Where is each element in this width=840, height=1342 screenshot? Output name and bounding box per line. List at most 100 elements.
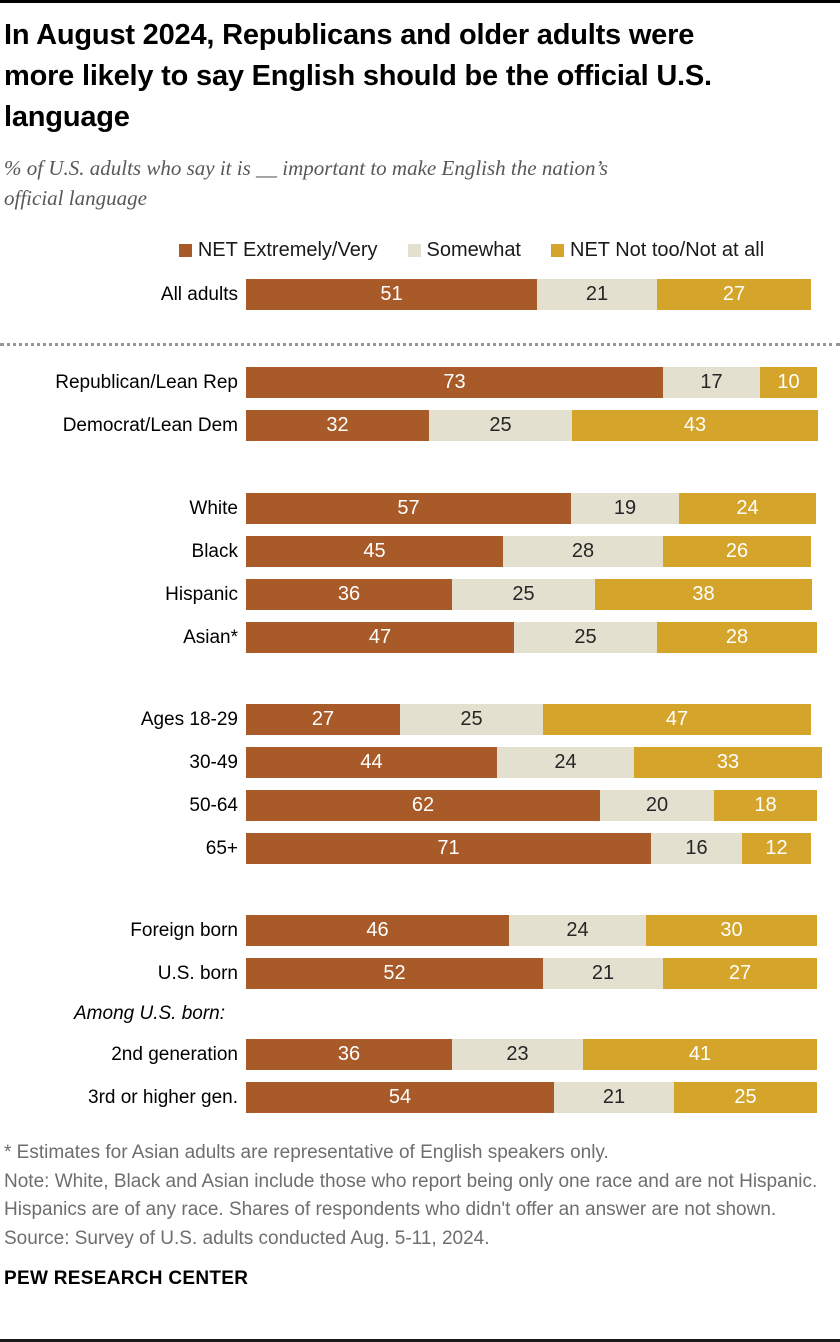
bar-group: All adults 51 21 27 [4,279,834,311]
legend-swatch-somewhat-icon [407,244,421,258]
bar-segment-not-too: 30 [646,915,817,947]
bar-value: 18 [754,794,777,817]
bar-value: 21 [591,962,615,985]
row-label: 3rd or higher gen. [88,1086,238,1108]
bar-segment-not-too: 18 [714,790,817,822]
bar-value: 46 [366,919,389,942]
bar-segment-extremely-very: 73 [246,367,663,399]
bar-value: 43 [683,414,707,437]
bar-value: 25 [512,583,535,606]
legend-label: NET Not too/Not at all [570,239,765,262]
bar-segment-not-too: 27 [657,279,811,311]
bar-row: Black 45 28 26 [4,536,834,568]
bar-value: 51 [380,283,403,306]
bar-row: 3rd or higher gen. 54 21 25 [4,1082,834,1114]
bar-track: 46 24 30 [246,915,817,947]
bar-row: All adults 51 21 27 [4,279,834,311]
bar-segment-extremely-very: 71 [246,833,651,865]
bar-segment-somewhat: 24 [509,915,646,947]
row-label: Foreign born [130,919,238,941]
bar-segment-somewhat: 17 [663,367,760,399]
bar-segment-not-too: 33 [634,747,822,779]
title-line-3: language [4,101,130,134]
bar-segment-somewhat: 21 [554,1082,674,1114]
bar-segment-somewhat: 20 [600,790,714,822]
bar-track: 45 28 26 [246,536,811,568]
legend-label: NET Extremely/Very [197,239,378,262]
bar-segment-somewhat: 25 [429,410,572,442]
bar-row: U.S. born 52 21 27 [4,958,834,990]
row-label: 50-64 [189,794,238,816]
group-heading: Among U.S. born: [74,1003,226,1025]
bar-row: Asian* 47 25 28 [4,622,834,654]
bar-segment-not-too: 28 [657,622,817,654]
bar-row: Republican/Lean Rep 73 17 10 [4,367,834,399]
bar-value: 30 [720,919,743,942]
legend-item-not-too: NET Not too/Not at all [551,239,764,262]
bar-segment-somewhat: 21 [543,958,663,990]
bar-value: 25 [460,708,483,731]
bar-value: 25 [489,414,512,437]
row-label: Black [191,540,238,562]
bar-track: 32 25 43 [246,410,818,442]
bar-segment-extremely-very: 51 [246,279,537,311]
bar-track: 71 16 12 [246,833,811,865]
bar-segment-not-too: 10 [760,367,817,399]
bar-value: 27 [728,962,752,985]
bar-segment-extremely-very: 47 [246,622,514,654]
bar-value: 25 [734,1086,757,1109]
bar-row: 50-64 62 20 18 [4,790,834,822]
bar-row: 2nd generation 36 23 41 [4,1039,834,1071]
chart-notes: * Estimates for Asian adults are represe… [4,1139,834,1253]
bar-group: Foreign born 46 24 30 U.S. born 52 21 27 [4,915,834,990]
bar-track: 47 25 28 [246,622,817,654]
bar-value: 23 [506,1043,529,1066]
bar-track: 51 21 27 [246,279,811,311]
bar-value: 10 [777,371,800,394]
legend-item-somewhat: Somewhat [407,239,521,262]
footnote-source: Source: Survey of U.S. adults conducted … [4,1227,490,1249]
footnote-asterisk: * Estimates for Asian adults are represe… [4,1142,609,1164]
bar-row: 30-49 44 24 33 [4,747,834,779]
bar-value: 16 [685,837,708,860]
section-divider [0,343,840,347]
bar-value: 21 [602,1086,626,1109]
bar-segment-somewhat: 19 [571,493,679,525]
bar-row: 65+ 71 16 12 [4,833,834,865]
bar-segment-somewhat: 25 [514,622,657,654]
bar-value: 24 [554,751,577,774]
bar-segment-somewhat: 23 [452,1039,583,1071]
bar-value: 19 [613,497,637,520]
bar-value: 36 [337,583,361,606]
legend-item-extremely-very: NET Extremely/Very [178,239,378,262]
bar-value: 71 [437,837,460,860]
bar-track: 54 21 25 [246,1082,817,1114]
bar-segment-somewhat: 28 [503,536,663,568]
row-label: 30-49 [189,751,238,773]
bar-group: White 57 19 24 Black 45 28 26 Hispanic 36 25 38 Asia… [4,493,834,654]
bar-value: 27 [311,708,335,731]
bar-value: 28 [571,540,595,563]
row-label: All adults [160,283,238,305]
bar-track: 57 19 24 [246,493,816,525]
bar-segment-not-too: 27 [663,958,817,990]
bar-value: 54 [388,1086,412,1109]
bar-value: 62 [411,794,435,817]
bar-row: Hispanic 36 25 38 [4,579,834,611]
bar-track: 73 17 10 [246,367,817,399]
bar-value: 44 [360,751,383,774]
bar-segment-extremely-very: 36 [246,1039,452,1071]
bar-segment-somewhat: 25 [400,704,543,736]
bar-value: 24 [566,919,589,942]
bar-value: 36 [337,1043,361,1066]
bar-segment-extremely-very: 62 [246,790,600,822]
brand-pew-research-center: PEW RESEARCH CENTER [4,1268,249,1290]
bar-track: 36 25 38 [246,579,812,611]
bar-segment-extremely-very: 45 [246,536,503,568]
bar-segment-not-too: 24 [679,493,816,525]
bar-track: 62 20 18 [246,790,817,822]
row-label: Hispanic [165,583,238,605]
legend-swatch-not-too-icon [551,244,564,258]
bar-segment-extremely-very: 36 [246,579,452,611]
